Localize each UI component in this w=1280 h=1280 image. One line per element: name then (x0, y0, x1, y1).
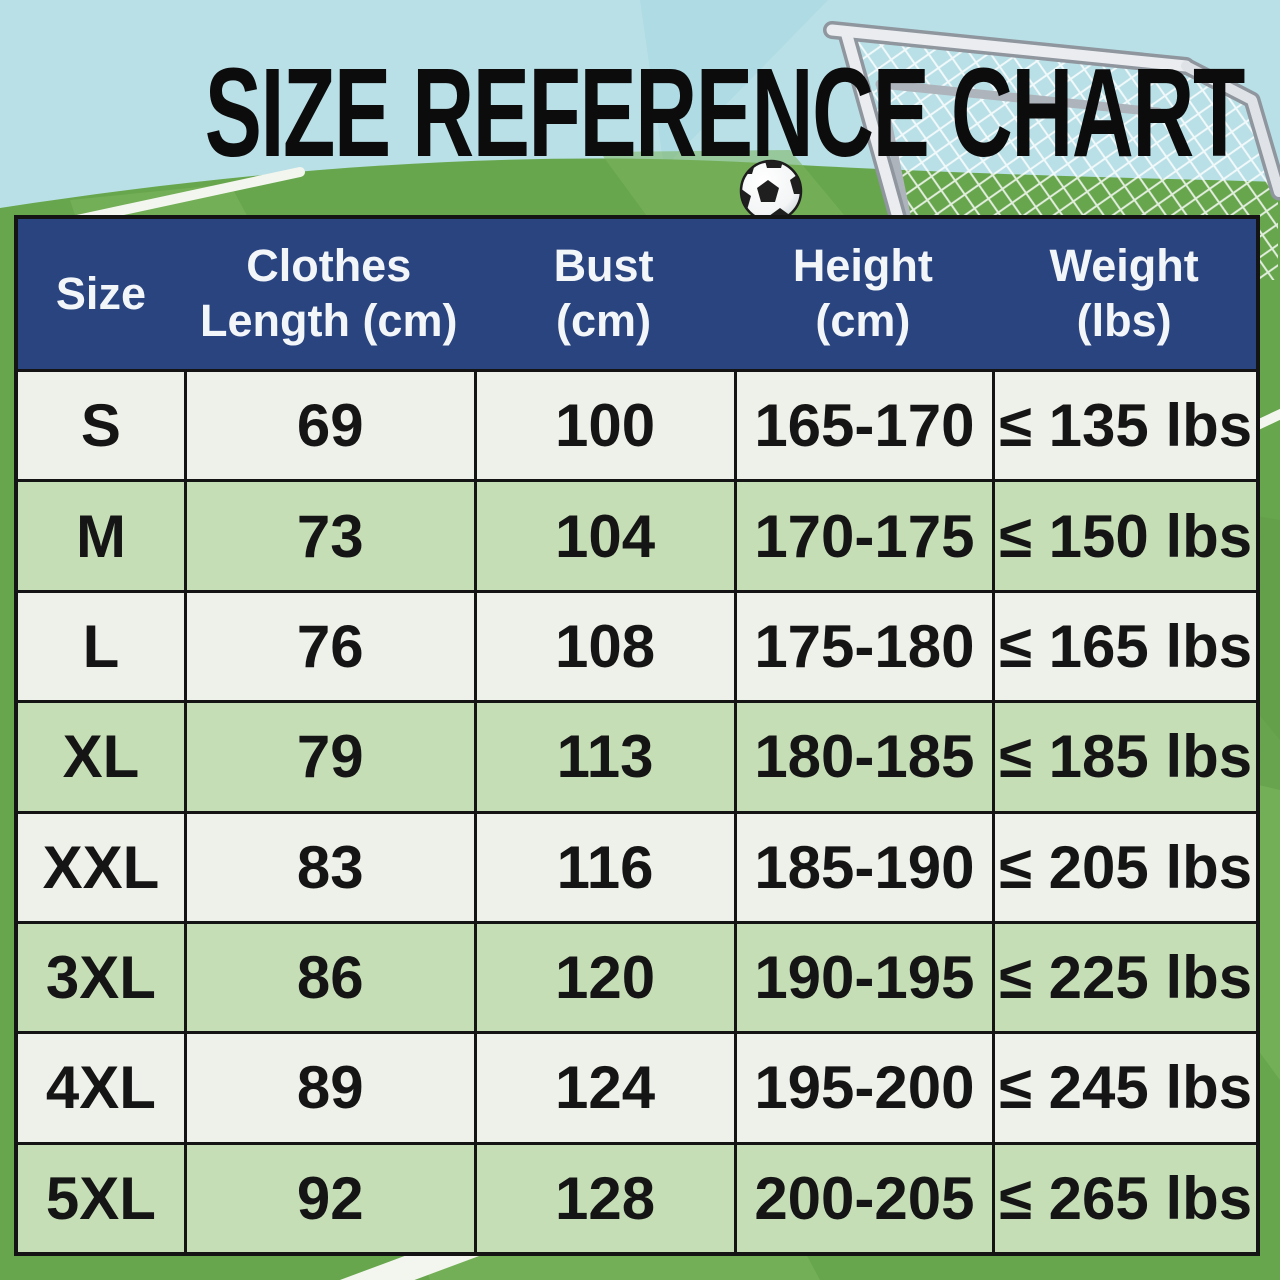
cell-size: M (75, 502, 126, 570)
cell-weight: ≤ 225 lbs (992, 923, 1256, 1032)
header-label: Bust (553, 240, 654, 292)
cell-clothes-length: 69 (183, 372, 474, 480)
table-row: XXL 83 116 185-190 ≤ 205 lbs (18, 810, 1256, 921)
cell-size: L (82, 612, 120, 680)
size-chart-table: Size Clothes Length (cm) Bust (cm) Heigh… (14, 215, 1260, 1256)
cell-height: 185-190 (733, 813, 993, 921)
cell-height: 165-170 (733, 372, 993, 480)
table-row: 3XL 86 120 190-195 ≤ 225 lbs (18, 920, 1256, 1032)
header-label: Size (55, 267, 146, 319)
cell-weight: ≤ 205 lbs (992, 813, 1256, 921)
cell-bust: 120 (473, 923, 734, 1032)
cell-clothes-length: 83 (183, 813, 474, 921)
header-cell-weight: Weight (lbs) (992, 219, 1256, 369)
table-row: 4XL 89 124 195-200 ≤ 245 lbs (18, 1031, 1256, 1142)
sky-facet (640, 0, 828, 168)
cell-height: 190-195 (733, 923, 993, 1032)
table-row: XL 79 113 180-185 ≤ 185 lbs (18, 700, 1256, 811)
cell-height: 200-205 (733, 1144, 993, 1252)
table-row: 5XL 92 128 200-205 ≤ 265 lbs (18, 1141, 1256, 1252)
cell-clothes-length: 73 (183, 482, 474, 590)
page-title: SIZE REFERENCE CHART (204, 42, 1245, 183)
header-cell-height: Height (cm) (734, 219, 993, 369)
cell-weight: ≤ 135 lbs (992, 372, 1256, 480)
cell-size: 4XL (45, 1054, 156, 1122)
cell-bust: 104 (473, 482, 734, 590)
cell-clothes-length: 76 (183, 592, 474, 701)
header-cell-size: Size (18, 219, 184, 369)
cell-weight: ≤ 265 lbs (992, 1144, 1256, 1252)
goal-frame (823, 21, 1280, 241)
cell-size: XL (62, 723, 140, 791)
cell-size: 5XL (45, 1164, 156, 1232)
cell-height: 175-180 (733, 592, 993, 701)
header-sublabel: (cm) (556, 295, 652, 346)
cell-height: 195-200 (733, 1034, 993, 1142)
header-sublabel: Length (cm) (199, 295, 458, 346)
cell-clothes-length: 79 (183, 703, 474, 811)
cell-size: S (80, 392, 121, 460)
cell-clothes-length: 86 (183, 923, 474, 1032)
cell-bust: 113 (473, 703, 734, 811)
table-row: S 69 100 165-170 ≤ 135 lbs (18, 369, 1256, 480)
header-sublabel: (lbs) (1076, 295, 1172, 346)
cell-weight: ≤ 150 lbs (992, 482, 1256, 590)
header-label: Clothes (246, 240, 412, 292)
cell-weight: ≤ 245 lbs (992, 1034, 1256, 1142)
cell-height: 180-185 (733, 703, 993, 811)
cell-bust: 108 (473, 592, 734, 701)
cell-size: 3XL (45, 944, 156, 1012)
table-row: L 76 108 175-180 ≤ 165 lbs (18, 589, 1256, 701)
table-body: S 69 100 165-170 ≤ 135 lbs M 73 104 170-… (18, 369, 1256, 1252)
table-row: M 73 104 170-175 ≤ 150 lbs (18, 479, 1256, 590)
cell-bust: 128 (473, 1144, 734, 1252)
cell-bust: 124 (473, 1034, 734, 1142)
cell-weight: ≤ 165 lbs (992, 592, 1256, 701)
cell-clothes-length: 92 (183, 1144, 474, 1252)
header-label: Weight (1049, 240, 1199, 292)
cell-height: 170-175 (733, 482, 993, 590)
cell-bust: 116 (473, 813, 734, 921)
cell-size: XXL (42, 833, 160, 901)
header-row: Size Clothes Length (cm) Bust (cm) Heigh… (18, 219, 1256, 369)
cell-weight: ≤ 185 lbs (992, 703, 1256, 811)
cell-clothes-length: 89 (183, 1034, 474, 1142)
header-label: Height (792, 240, 933, 292)
header-cell-clothes-length: Clothes Length (cm) (184, 219, 474, 369)
cell-bust: 100 (473, 372, 734, 480)
header-cell-bust: Bust (cm) (474, 219, 734, 369)
header-sublabel: (cm) (815, 295, 911, 346)
